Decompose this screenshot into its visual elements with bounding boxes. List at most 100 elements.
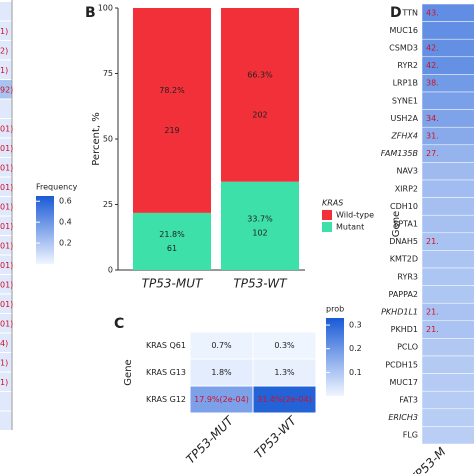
strip-cell (0, 411, 12, 430)
heat-cell (421, 91, 474, 110)
strip-label: 4) (0, 339, 8, 348)
bar-segment (221, 8, 299, 182)
strip-label: 1) (0, 378, 8, 387)
bar-segment (133, 212, 211, 270)
color-bar (36, 196, 54, 264)
y-axis-label: Gene (391, 211, 402, 237)
cell-label: 31.4%(2e-04) (257, 395, 312, 404)
count-label: 102 (252, 228, 267, 237)
legend-tick-label: 0.2 (59, 239, 72, 248)
cell-label: 42. (426, 44, 439, 53)
heat-cell (421, 408, 474, 427)
legend-swatch (322, 210, 332, 220)
strip-cell (0, 333, 12, 352)
strip-cell (0, 138, 12, 157)
strip-label: 01) (0, 261, 13, 270)
cell-label: 0.7% (211, 341, 232, 350)
column-label: TP53-WT (252, 413, 301, 462)
heat-cell (421, 250, 474, 269)
heat-cell (421, 214, 474, 234)
value-label: 21.8% (159, 230, 185, 239)
cell-label: 21. (426, 237, 439, 246)
cell-label: 21. (426, 308, 439, 317)
y-axis-label: Gene (123, 359, 134, 385)
heat-cell (421, 285, 474, 304)
y-tick-label: 75 (103, 69, 113, 78)
legend-tick-label: 0.2 (349, 344, 362, 353)
strip-cell (0, 21, 12, 40)
heat-cell (421, 355, 474, 374)
x-tick-label: TP53-MUT (142, 277, 204, 291)
row-label: LRP1B (393, 79, 418, 88)
heat-cell (421, 21, 474, 40)
strip-label: 01) (0, 203, 13, 212)
strip-cell (0, 60, 12, 79)
row-label: XIRP2 (395, 184, 418, 193)
x-tick-label: TP53-WT (233, 277, 288, 291)
row-label: KRAS Q61 (146, 341, 186, 350)
row-label: SPTA1 (393, 220, 418, 229)
row-label: PCLO (397, 343, 418, 352)
cell-label: 1.3% (274, 368, 295, 377)
row-label: SYNE1 (392, 96, 418, 105)
strip-cell (0, 236, 12, 255)
heat-cell (421, 162, 474, 181)
strip-cell (0, 80, 12, 99)
row-label: KRAS G13 (146, 368, 186, 377)
legend-title: KRAS (322, 199, 343, 208)
row-label: MUC17 (389, 378, 418, 387)
legend-tick-label: 0.1 (349, 368, 362, 377)
strip-cell (0, 177, 12, 196)
cell-label: 31. (426, 132, 439, 141)
strip-label: 01) (0, 320, 13, 329)
strip-cell (0, 255, 12, 274)
cell-label: 38. (426, 79, 439, 88)
strip-cell (0, 372, 12, 391)
heat-cell (421, 338, 474, 357)
row-label: PKHD1 (391, 325, 418, 334)
row-label: MUC16 (389, 26, 418, 35)
strip-label: 01) (0, 300, 13, 309)
cell-label: 1.8% (211, 368, 232, 377)
cell-label: 34. (426, 114, 439, 123)
y-axis-label: Percent, % (91, 112, 102, 166)
heat-cell (421, 373, 474, 392)
heat-cell (421, 179, 474, 198)
value-label: 78.2% (159, 86, 185, 95)
y-tick-label: 100 (98, 4, 113, 13)
row-label: FLG (403, 431, 418, 440)
strip-label: 01) (0, 183, 13, 192)
row-label: CDH10 (390, 202, 418, 211)
legend-label: Wild-type (336, 211, 374, 220)
bar-segment (133, 8, 211, 213)
row-label: FAM135B (381, 149, 418, 158)
count-label: 202 (252, 110, 267, 119)
row-label: PKHD1L1 (381, 308, 418, 317)
strip-cell (0, 2, 12, 21)
panel-letter: D (390, 5, 402, 21)
panel-letter: C (114, 316, 124, 332)
row-label: NAV3 (396, 167, 418, 176)
strip-cell (0, 158, 12, 177)
cell-label: 17.9%(2e-04) (194, 395, 249, 404)
row-label: RYR2 (397, 61, 418, 70)
strip-cell (0, 41, 12, 60)
cell-label: 42. (426, 61, 439, 70)
strip-cell (0, 275, 12, 294)
heat-cell (189, 385, 254, 414)
strip-cell (0, 197, 12, 216)
cell-label: 43. (426, 8, 439, 17)
cell-label: 0.3% (274, 341, 295, 350)
strip-label: 01) (0, 242, 13, 251)
y-tick-label: 0 (108, 266, 113, 275)
legend-title: prob (326, 305, 344, 314)
row-label: KMT2D (390, 255, 418, 264)
panel-letter: B (85, 5, 96, 21)
strip-label: 01) (0, 144, 13, 153)
y-tick-label: 50 (103, 135, 113, 144)
strip-label: 1) (0, 66, 8, 75)
row-label: PCDH15 (385, 360, 418, 369)
column-label: TP53-M (407, 444, 449, 474)
strip-cell (0, 119, 12, 138)
